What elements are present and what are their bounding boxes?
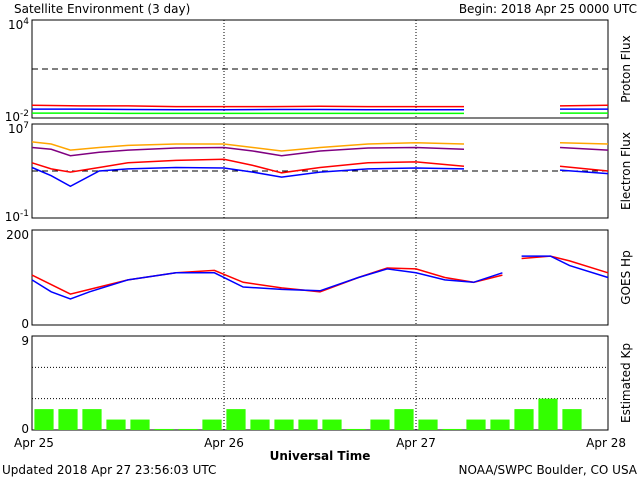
kp-bar [226, 409, 245, 430]
updated-time: Updated 2018 Apr 27 23:56:03 UTC [2, 463, 216, 477]
proton-flux-red-line [32, 105, 464, 106]
kp-bar [130, 420, 149, 430]
kp-bar [370, 420, 389, 430]
x-tick-label: Apr 26 [204, 436, 244, 450]
electron-flux-orange-line [32, 142, 464, 151]
kp-bar [298, 420, 317, 430]
kp-bar [154, 429, 173, 430]
x-tick-label: Apr 25 [14, 436, 54, 450]
goes-hp-ylabel: GOES Hp [619, 250, 633, 304]
electron-flux-ylabel: Electron Flux [619, 132, 633, 210]
begin-time: Begin: 2018 Apr 25 0000 UTC [459, 2, 637, 16]
kp-bar [34, 409, 53, 430]
proton-flux-red-line [560, 105, 608, 106]
kp-bar [58, 409, 77, 430]
credit: NOAA/SWPC Boulder, CO USA [459, 463, 638, 477]
chart-title: Satellite Environment (3 day) [14, 2, 190, 16]
kp-bar [514, 409, 533, 430]
kp-bar [394, 409, 413, 430]
kp-bar [274, 420, 293, 430]
electron-flux-ytick-max: 107 [8, 121, 29, 136]
electron-flux-orange-line [560, 143, 608, 144]
x-tick-label: Apr 28 [586, 436, 626, 450]
proton-flux-ytick-max: 104 [8, 17, 29, 32]
estimated-kp-ytick-max: 9 [21, 334, 29, 348]
goes-hp-red-line [522, 256, 608, 273]
electron-flux-frame [32, 124, 608, 218]
kp-bar [82, 409, 101, 430]
goes-hp-ytick-min: 0 [21, 317, 29, 331]
kp-bar [490, 420, 509, 430]
kp-bar [562, 409, 581, 430]
kp-bar [250, 420, 269, 430]
proton-flux-ylabel: Proton Flux [619, 35, 633, 102]
x-axis-label: Universal Time [270, 449, 371, 463]
kp-bar [538, 399, 557, 430]
x-tick-label: Apr 27 [396, 436, 436, 450]
kp-bar [418, 420, 437, 430]
kp-bar [178, 429, 197, 430]
electron-flux-purple-line [32, 148, 464, 156]
estimated-kp-ytick-min: 0 [21, 422, 29, 436]
goes-hp-red-line [32, 268, 502, 294]
kp-bar [466, 420, 485, 430]
estimated-kp-ylabel: Estimated Kp [619, 343, 633, 423]
electron-flux-ytick-min: 10-1 [5, 209, 29, 224]
kp-bar [202, 420, 221, 430]
goes-hp-ytick-max: 200 [6, 228, 29, 242]
kp-bar [442, 429, 461, 430]
electron-flux-purple-line [560, 148, 608, 151]
kp-bar [346, 429, 365, 430]
kp-bar [106, 420, 125, 430]
electron-flux-blue-line [32, 168, 464, 187]
kp-bar [322, 420, 341, 430]
goes-hp-frame [32, 230, 608, 325]
proton-flux-blue-line [32, 109, 464, 110]
proton-flux-frame [32, 20, 608, 118]
